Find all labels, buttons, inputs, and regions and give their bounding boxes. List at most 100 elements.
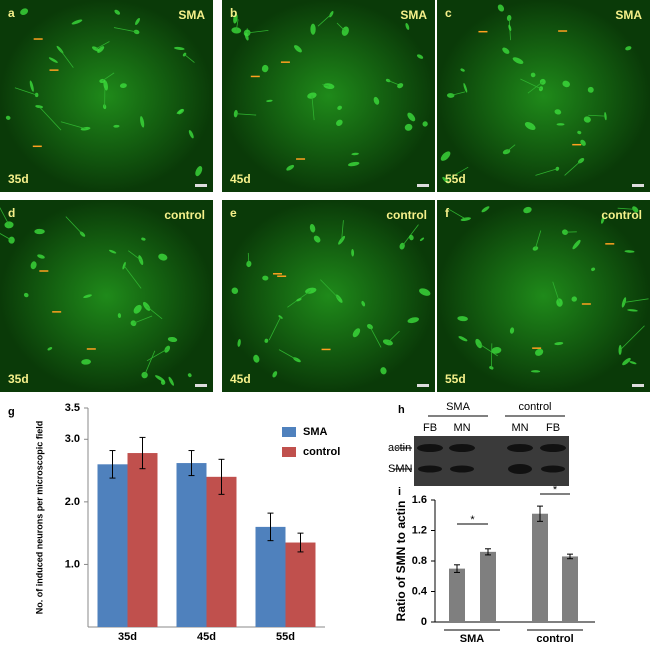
cell	[600, 216, 605, 224]
panel-group: control	[386, 208, 427, 222]
cell	[261, 64, 269, 73]
neurite	[128, 250, 142, 261]
lane-label: MN	[453, 422, 470, 434]
cell	[313, 235, 321, 243]
panel-time: 45d	[230, 372, 251, 386]
cell	[481, 206, 490, 213]
micrograph	[437, 0, 650, 192]
bar	[532, 513, 548, 622]
y-tick-label: 0.8	[412, 555, 427, 567]
neurite	[59, 49, 74, 68]
cell	[237, 339, 241, 347]
cell	[176, 108, 184, 114]
cell	[561, 229, 568, 235]
cell	[583, 116, 591, 123]
cell	[97, 46, 105, 53]
neurite	[445, 166, 469, 181]
cell	[337, 105, 342, 110]
cell	[336, 119, 343, 126]
neurite	[247, 30, 269, 34]
cell	[554, 341, 564, 346]
band	[449, 444, 475, 452]
cell	[122, 261, 126, 270]
cell	[23, 292, 29, 298]
cell	[407, 317, 420, 324]
micrograph	[0, 200, 213, 392]
x-tick-label: 45d	[197, 631, 216, 643]
panel-group: SMA	[400, 8, 427, 22]
panel-time: 55d	[445, 372, 466, 386]
neurite	[564, 160, 582, 176]
panel-time: 35d	[8, 172, 29, 186]
cell	[373, 96, 380, 105]
cell	[571, 296, 577, 302]
micrograph	[222, 0, 435, 192]
neurite	[268, 316, 281, 341]
cell	[416, 54, 424, 59]
cell	[113, 124, 120, 128]
group-label: control	[518, 401, 551, 413]
cell	[577, 130, 582, 135]
cell	[47, 347, 53, 351]
cell	[404, 123, 413, 131]
cell	[554, 109, 562, 115]
cell	[460, 68, 465, 72]
y-tick-label: 3.0	[65, 433, 80, 445]
band	[418, 465, 442, 473]
cell	[361, 300, 366, 307]
cell	[347, 161, 360, 167]
neurite	[341, 220, 344, 241]
cell	[293, 45, 302, 53]
neurite	[506, 144, 516, 153]
cell	[233, 13, 238, 24]
cell	[627, 309, 638, 312]
group-label: SMA	[446, 401, 471, 413]
neurite	[235, 113, 257, 116]
cell	[140, 116, 145, 128]
cell	[352, 328, 361, 338]
cell	[272, 371, 278, 378]
cell	[117, 313, 122, 319]
scale-bar	[195, 184, 207, 187]
cell	[158, 253, 168, 261]
cell	[351, 249, 355, 257]
cell	[34, 228, 45, 235]
cell	[310, 23, 316, 35]
panel-letter: b	[230, 6, 237, 20]
cell	[491, 347, 502, 354]
cell	[380, 367, 387, 375]
cell	[103, 79, 108, 91]
panel-letter: c	[445, 6, 452, 20]
neurite	[520, 78, 542, 90]
cell	[188, 130, 194, 139]
cell	[463, 83, 468, 93]
neurite	[619, 325, 645, 351]
cell	[262, 275, 269, 281]
neurite	[617, 207, 636, 210]
neurite	[320, 279, 340, 300]
cell	[141, 237, 146, 241]
cell	[253, 354, 260, 363]
neurite	[146, 348, 168, 362]
bar	[480, 551, 496, 622]
cell	[5, 115, 11, 120]
scale-bar	[417, 184, 429, 187]
band	[417, 444, 443, 452]
cell	[135, 17, 140, 25]
micrograph	[222, 200, 435, 392]
neurite	[144, 350, 156, 376]
panel-letter: h	[398, 404, 405, 416]
panel-letter: d	[8, 206, 15, 220]
neurite	[311, 95, 315, 121]
panel-group: control	[164, 208, 205, 222]
neurite	[317, 13, 332, 27]
cell	[114, 9, 121, 15]
cell	[133, 304, 142, 314]
cell	[572, 239, 581, 250]
y-axis-label: No. of induced neurons per microscopic f…	[34, 421, 44, 615]
cell	[108, 249, 117, 254]
cell	[231, 287, 239, 295]
cell	[422, 121, 428, 127]
cell	[524, 121, 536, 131]
cell	[622, 357, 631, 366]
